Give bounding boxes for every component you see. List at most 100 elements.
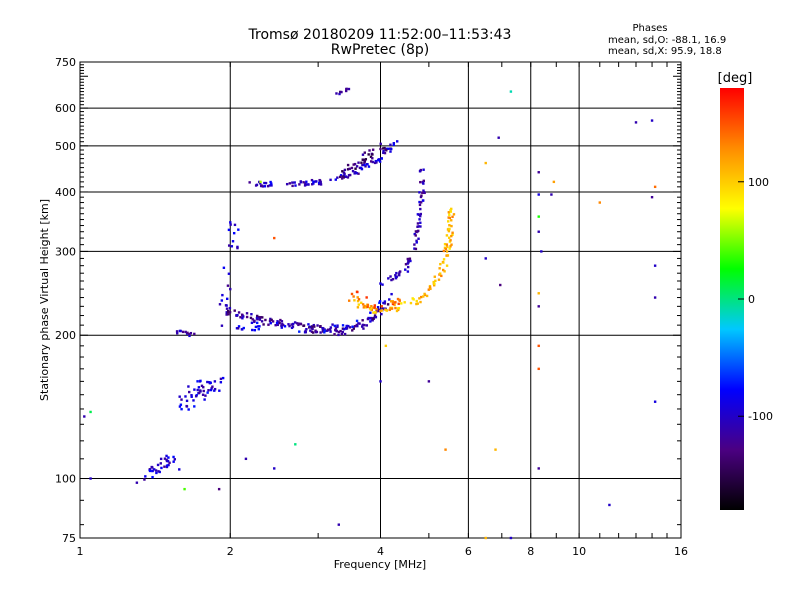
data-point (287, 323, 290, 326)
data-point (439, 262, 442, 266)
data-point (249, 316, 253, 320)
data-point (450, 234, 453, 238)
x-tick-label: 8 (527, 545, 534, 558)
data-point (230, 245, 234, 248)
data-point (316, 324, 319, 327)
data-point (417, 213, 421, 216)
data-point (299, 180, 302, 183)
data-point (379, 147, 382, 151)
data-point (394, 274, 397, 277)
phases-legend-x-line: mean, sd,X: 95.9, 18.8 (608, 46, 722, 57)
data-point (193, 388, 196, 391)
data-point (419, 212, 423, 216)
data-point (273, 236, 276, 240)
data-point (351, 169, 355, 173)
data-point (307, 183, 310, 186)
data-point (190, 395, 193, 398)
data-point (268, 184, 272, 187)
data-point (237, 311, 241, 314)
data-point (347, 87, 351, 91)
data-point (319, 183, 323, 186)
data-point (260, 184, 263, 187)
data-point (251, 328, 254, 332)
data-point (353, 325, 357, 328)
data-point (156, 463, 160, 467)
data-point (290, 323, 293, 326)
data-point (404, 263, 408, 266)
data-point (307, 323, 310, 326)
data-point (416, 222, 420, 225)
data-point (342, 171, 346, 174)
data-point (373, 314, 377, 317)
data-point (258, 318, 262, 321)
y-tick-label: 300 (55, 245, 76, 258)
data-point (218, 303, 222, 306)
data-point (356, 299, 360, 303)
data-point (245, 315, 249, 319)
data-point (379, 308, 382, 311)
data-point (288, 182, 292, 185)
data-point (213, 380, 217, 383)
data-point (357, 303, 360, 306)
data-point (412, 298, 415, 301)
data-point (274, 323, 277, 327)
data-point (445, 254, 448, 257)
data-point (251, 318, 254, 321)
data-point (310, 178, 314, 182)
data-point (451, 233, 454, 236)
data-point (340, 177, 344, 180)
data-point (382, 301, 385, 305)
data-point (362, 306, 366, 309)
data-point (344, 175, 348, 178)
data-point (427, 288, 430, 291)
data-point (446, 245, 449, 248)
data-point (290, 326, 294, 330)
data-point (414, 230, 418, 233)
data-point (270, 318, 273, 322)
y-tick-label: 200 (55, 329, 76, 342)
data-point (653, 264, 657, 267)
data-point (375, 310, 378, 313)
data-point (358, 166, 362, 170)
data-point (537, 367, 540, 371)
data-point (550, 193, 553, 196)
data-point (369, 155, 373, 159)
data-point (222, 266, 226, 269)
data-point (183, 487, 186, 491)
data-point (237, 228, 240, 231)
data-point (415, 302, 418, 306)
data-point (442, 258, 446, 261)
data-point (419, 180, 422, 184)
data-point (201, 393, 205, 396)
data-point (634, 121, 638, 124)
data-point (293, 181, 296, 184)
data-point (173, 458, 176, 461)
data-point (484, 161, 487, 165)
data-point (200, 384, 204, 388)
data-point (256, 325, 260, 328)
data-point (227, 272, 231, 275)
data-point (184, 395, 187, 398)
data-point (298, 330, 301, 333)
data-point (206, 380, 209, 384)
data-point (537, 215, 540, 218)
data-point (294, 443, 297, 446)
data-point (166, 459, 170, 463)
data-point (362, 327, 365, 330)
data-point (389, 300, 393, 303)
data-point (209, 381, 212, 384)
data-point (450, 219, 453, 222)
data-point (407, 260, 410, 263)
data-point (445, 234, 449, 237)
data-point (157, 470, 160, 473)
data-point (653, 400, 657, 403)
data-point (363, 161, 366, 164)
data-point (446, 254, 450, 257)
data-point (167, 463, 170, 467)
data-point (323, 331, 326, 334)
data-point (237, 325, 241, 328)
data-point (209, 388, 213, 392)
data-point (449, 245, 452, 248)
data-point (448, 247, 451, 250)
data-point (337, 523, 341, 526)
